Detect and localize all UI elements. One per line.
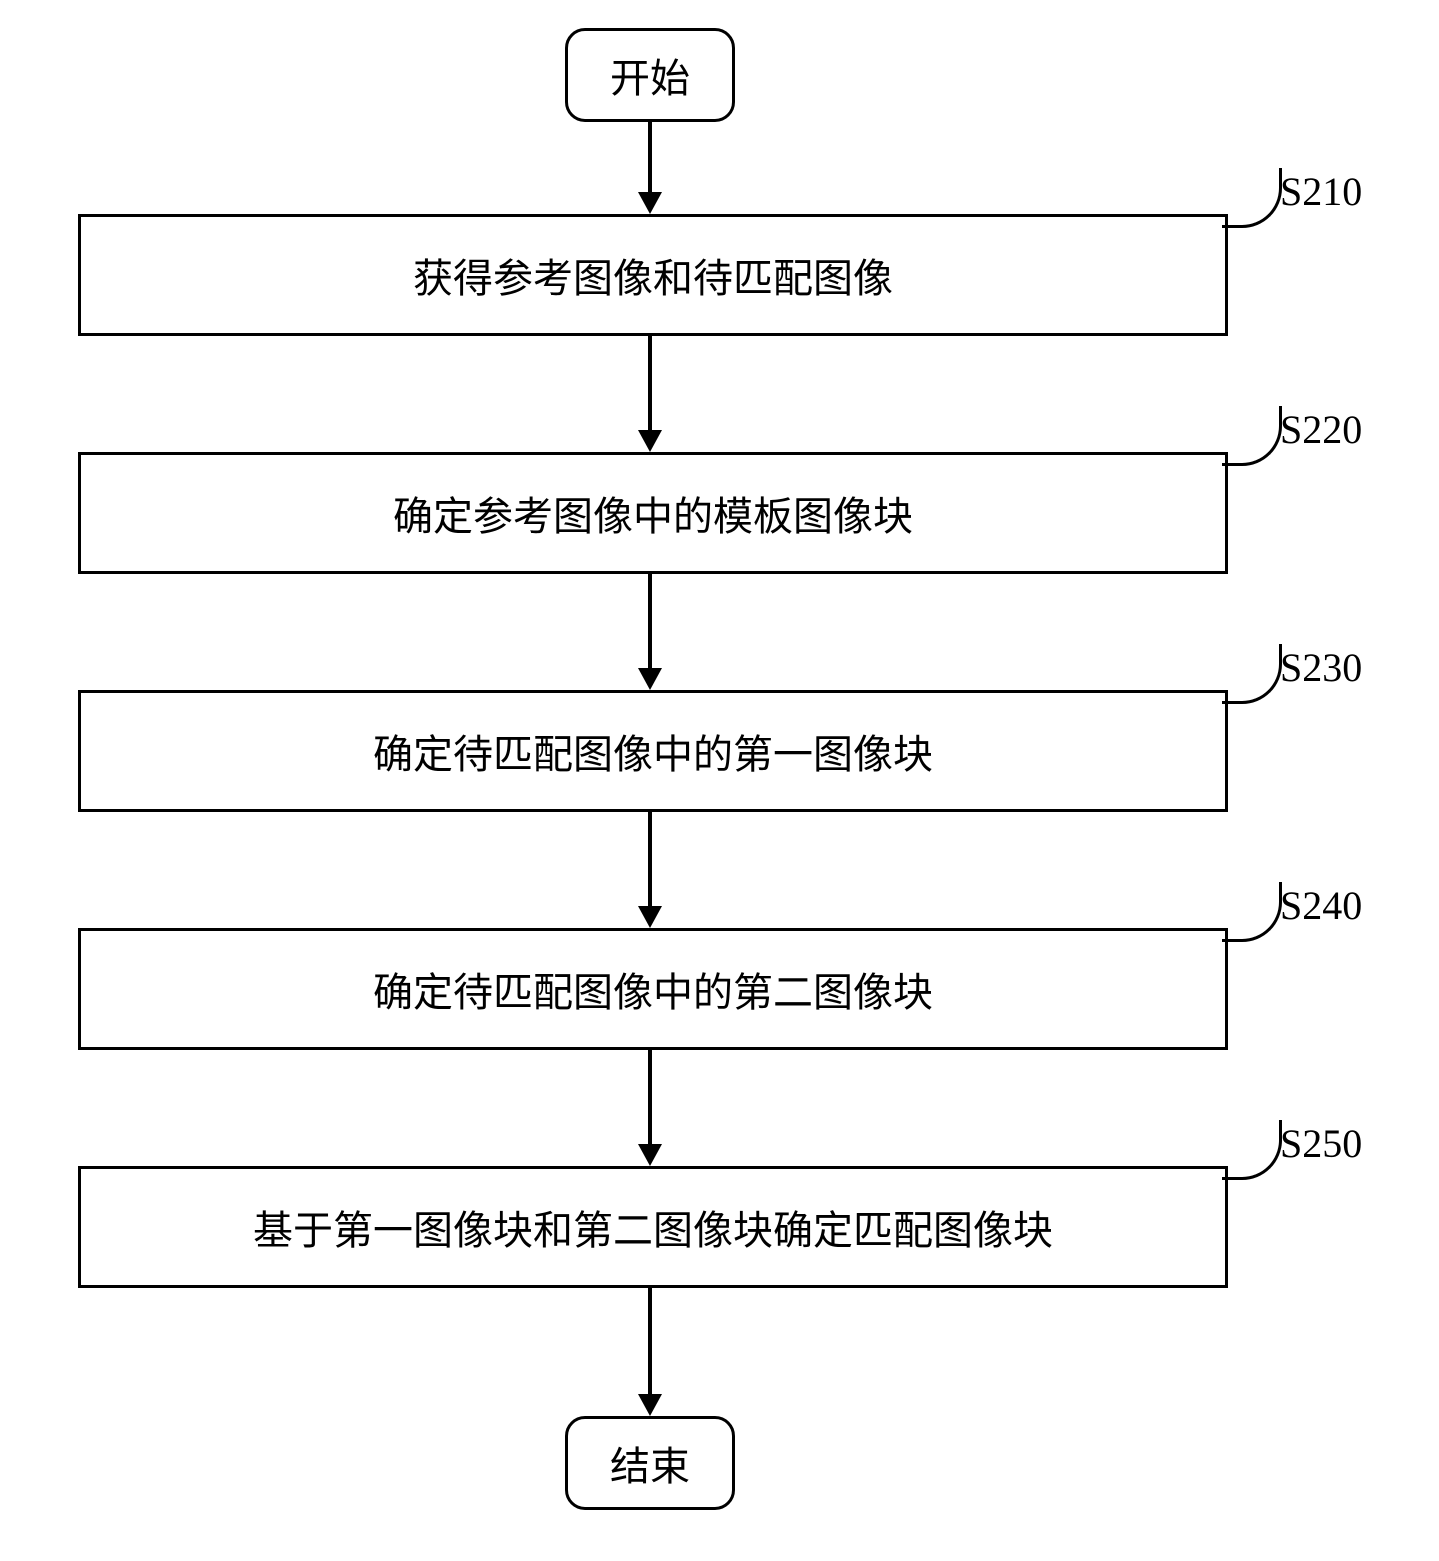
step-s240-text: 确定待匹配图像中的第二图像块 bbox=[373, 960, 933, 1018]
curve-s240 bbox=[1222, 882, 1282, 942]
step-s230-text: 确定待匹配图像中的第一图像块 bbox=[373, 722, 933, 780]
curve-s250 bbox=[1222, 1120, 1282, 1180]
edge-s210-s220 bbox=[648, 336, 652, 430]
step-s220-text: 确定参考图像中的模板图像块 bbox=[393, 484, 913, 542]
edge-s220-s230 bbox=[648, 574, 652, 668]
flowchart-canvas: 开始 获得参考图像和待匹配图像 确定参考图像中的模板图像块 确定待匹配图像中的第… bbox=[0, 0, 1439, 1561]
curve-s220 bbox=[1222, 406, 1282, 466]
edge-start-s210 bbox=[648, 122, 652, 192]
step-s220: 确定参考图像中的模板图像块 bbox=[78, 452, 1228, 574]
label-s230: S230 bbox=[1280, 644, 1362, 691]
edge-s250-end bbox=[648, 1288, 652, 1394]
arrow-start-s210 bbox=[638, 192, 662, 214]
step-s210: 获得参考图像和待匹配图像 bbox=[78, 214, 1228, 336]
curve-s210 bbox=[1222, 168, 1282, 228]
arrow-s230-s240 bbox=[638, 906, 662, 928]
arrow-s210-s220 bbox=[638, 430, 662, 452]
start-node: 开始 bbox=[565, 28, 735, 122]
arrow-s250-end bbox=[638, 1394, 662, 1416]
step-s210-text: 获得参考图像和待匹配图像 bbox=[413, 246, 893, 304]
edge-s230-s240 bbox=[648, 812, 652, 906]
arrow-s240-s250 bbox=[638, 1144, 662, 1166]
arrow-s220-s230 bbox=[638, 668, 662, 690]
curve-s230 bbox=[1222, 644, 1282, 704]
end-label: 结束 bbox=[610, 1434, 690, 1492]
edge-s240-s250 bbox=[648, 1050, 652, 1144]
label-s240: S240 bbox=[1280, 882, 1362, 929]
label-s250: S250 bbox=[1280, 1120, 1362, 1167]
step-s240: 确定待匹配图像中的第二图像块 bbox=[78, 928, 1228, 1050]
start-label: 开始 bbox=[610, 46, 690, 104]
label-s210: S210 bbox=[1280, 168, 1362, 215]
label-s220: S220 bbox=[1280, 406, 1362, 453]
end-node: 结束 bbox=[565, 1416, 735, 1510]
step-s250-text: 基于第一图像块和第二图像块确定匹配图像块 bbox=[253, 1198, 1053, 1256]
step-s230: 确定待匹配图像中的第一图像块 bbox=[78, 690, 1228, 812]
step-s250: 基于第一图像块和第二图像块确定匹配图像块 bbox=[78, 1166, 1228, 1288]
